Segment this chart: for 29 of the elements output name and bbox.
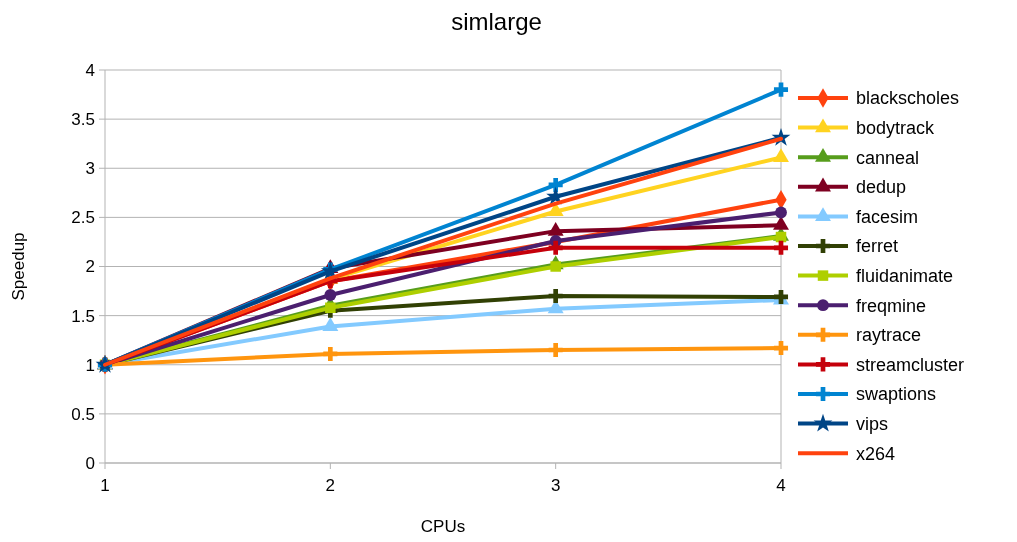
y-axis-title: Speedup [9, 232, 28, 301]
x-tick-label: 4 [776, 476, 786, 495]
legend-label: canneal [856, 147, 920, 168]
y-tick-label: 4 [85, 60, 95, 80]
legend-label: swaptions [856, 384, 937, 405]
y-tick-label: 1.5 [71, 306, 95, 326]
y-tick-label: 3 [85, 159, 95, 179]
legend-label: dedup [856, 177, 907, 198]
chart-title: simlarge [451, 8, 542, 35]
legend-label: fluidanimate [856, 265, 954, 286]
x-tick-label: 2 [325, 476, 336, 495]
legend-label: raytrace [856, 325, 922, 346]
legend-label: vips [856, 413, 889, 434]
y-tick-label: 3.5 [71, 110, 95, 130]
y-tick-label: 2 [85, 257, 95, 277]
y-tick-label: 0 [85, 453, 95, 473]
y-tick-label: 0.5 [71, 404, 95, 424]
legend-label: facesim [856, 206, 919, 227]
x-tick-label: 3 [550, 476, 561, 495]
legend-label: ferret [856, 236, 899, 257]
legend-label: x264 [856, 443, 896, 464]
legend-label: streamcluster [856, 354, 965, 375]
y-tick-label: 2.5 [71, 208, 95, 228]
x-axis-title: CPUs [420, 517, 466, 536]
x-tick-label: 1 [100, 476, 110, 495]
legend-label: freqmine [856, 295, 927, 316]
y-tick-label: 1 [85, 355, 95, 375]
legend-label: bodytrack [856, 117, 936, 138]
legend-label: blackscholes [856, 88, 960, 109]
